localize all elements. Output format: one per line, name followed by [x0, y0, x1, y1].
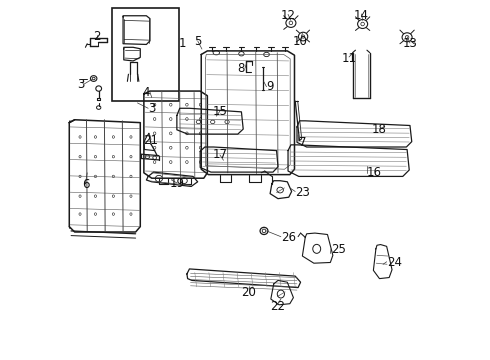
- Text: 26: 26: [281, 231, 296, 244]
- Text: 7: 7: [299, 136, 306, 149]
- Text: 14: 14: [354, 9, 369, 22]
- Text: 10: 10: [293, 35, 308, 49]
- Text: 1: 1: [179, 37, 186, 50]
- Text: 13: 13: [402, 37, 417, 50]
- Text: 19: 19: [170, 177, 184, 190]
- Text: 20: 20: [241, 287, 256, 300]
- Text: 16: 16: [367, 166, 382, 179]
- Text: 24: 24: [387, 256, 402, 269]
- Text: 8: 8: [238, 62, 245, 75]
- Bar: [112, 8, 179, 101]
- Text: 21: 21: [144, 134, 159, 147]
- Text: 18: 18: [372, 123, 387, 136]
- Text: 15: 15: [213, 105, 227, 118]
- Text: 6: 6: [82, 178, 89, 191]
- Text: 12: 12: [281, 9, 295, 22]
- Text: 23: 23: [295, 186, 310, 199]
- Text: 11: 11: [342, 51, 357, 64]
- Text: 4: 4: [143, 86, 150, 99]
- Text: 5: 5: [194, 35, 201, 49]
- Text: 25: 25: [331, 243, 346, 256]
- Text: 3: 3: [148, 102, 155, 115]
- Text: 17: 17: [212, 148, 227, 161]
- Text: 9: 9: [267, 80, 274, 93]
- Text: 2: 2: [94, 30, 101, 43]
- Text: 3: 3: [77, 78, 84, 91]
- Text: 22: 22: [270, 300, 285, 313]
